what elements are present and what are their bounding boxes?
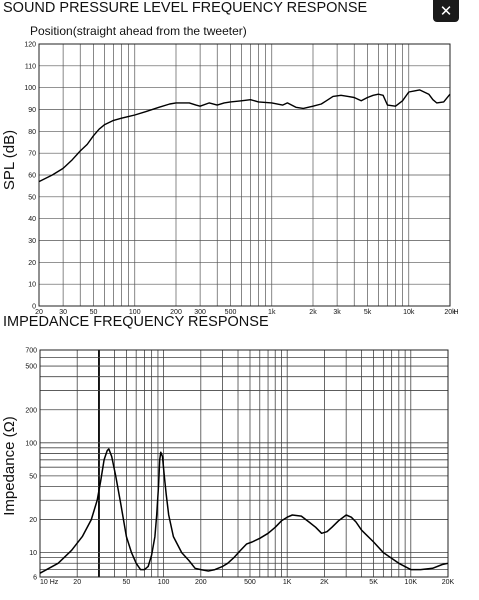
impedance-y-tick-label: 200: [25, 407, 37, 414]
impedance-plot-frame: [39, 349, 449, 578]
spl-x-tick-label: 30: [59, 309, 67, 316]
spl-x-tick-label: 300: [194, 309, 206, 316]
spl-y-axis-label: SPL (dB): [1, 130, 18, 190]
spl-chart-subtitle: Position(straight ahead from the tweeter…: [30, 24, 247, 38]
spl-x-unit-label: H: [453, 309, 458, 316]
impedance-x-tick-label: 200: [195, 579, 207, 586]
spl-x-tick-label: 500: [225, 309, 237, 316]
impedance-y-tick-label: 10: [29, 550, 37, 557]
impedance-x-tick-label: 20: [73, 579, 81, 586]
impedance-y-tick-label: 6: [33, 575, 37, 582]
spl-x-tick-label: 5k: [364, 309, 372, 316]
impedance-x-tick-label: 10K: [405, 579, 418, 586]
spl-y-tick-label: 40: [28, 216, 36, 223]
spl-x-tick-label: 10k: [403, 309, 415, 316]
spl-y-tick-label: 10: [28, 282, 36, 289]
impedance-x-tick-label: 2K: [320, 579, 329, 586]
spl-x-tick-label: 100: [129, 309, 141, 316]
spl-y-tick-label: 80: [28, 129, 36, 136]
spl-x-tick-label: 2k: [309, 309, 317, 316]
spl-y-tick-label: 90: [28, 107, 36, 114]
impedance-series-line: [39, 448, 449, 574]
spl-plot-frame: [38, 43, 451, 307]
impedance-x-tick-label: 1K: [283, 579, 292, 586]
impedance-x-tick-label: 10 Hz: [40, 579, 59, 586]
spl-x-tick-label: 50: [90, 309, 98, 316]
impedance-x-tick-label: 5K: [369, 579, 378, 586]
impedance-y-tick-label: 700: [25, 348, 37, 355]
spl-y-tick-label: 60: [28, 173, 36, 180]
spl-y-tick-label: 50: [28, 194, 36, 201]
spl-x-tick-label: 20: [35, 309, 43, 316]
spl-x-tick-label: 20k: [444, 309, 456, 316]
impedance-y-tick-label: 50: [29, 473, 37, 480]
impedance-y-tick-label: 20: [29, 517, 37, 524]
close-button[interactable]: ✕: [433, 0, 459, 22]
impedance-chart-title: IMPEDANCE FREQUENCY RESPONSE: [3, 314, 269, 330]
close-icon: ✕: [439, 2, 453, 20]
spl-x-tick-label: 3k: [333, 309, 341, 316]
spl-y-tick-label: 70: [28, 151, 36, 158]
impedance-y-tick-label: 500: [25, 364, 37, 371]
spl-x-tick-label: 200: [170, 309, 182, 316]
spl-y-tick-label: 120: [24, 42, 36, 49]
spl-y-tick-label: 0: [32, 304, 36, 311]
spl-y-tick-label: 110: [25, 63, 36, 70]
impedance-x-tick-label: 100: [158, 579, 170, 586]
impedance-y-axis-label: Impedance (Ω): [1, 416, 18, 516]
impedance-x-tick-label: 50: [122, 579, 130, 586]
spl-x-tick-label: 1k: [268, 309, 276, 316]
spl-y-tick-label: 20: [28, 260, 36, 267]
impedance-x-tick-label: 20K: [442, 579, 455, 586]
impedance-y-tick-label: 100: [25, 440, 37, 447]
spl-chart-title: SOUND PRESSURE LEVEL FREQUENCY RESPONSE: [3, 0, 368, 16]
impedance-x-tick-label: 500: [244, 579, 256, 586]
spl-series-line: [38, 89, 451, 183]
spl-y-tick-label: 30: [28, 238, 36, 245]
spl-y-tick-label: 100: [24, 85, 36, 92]
